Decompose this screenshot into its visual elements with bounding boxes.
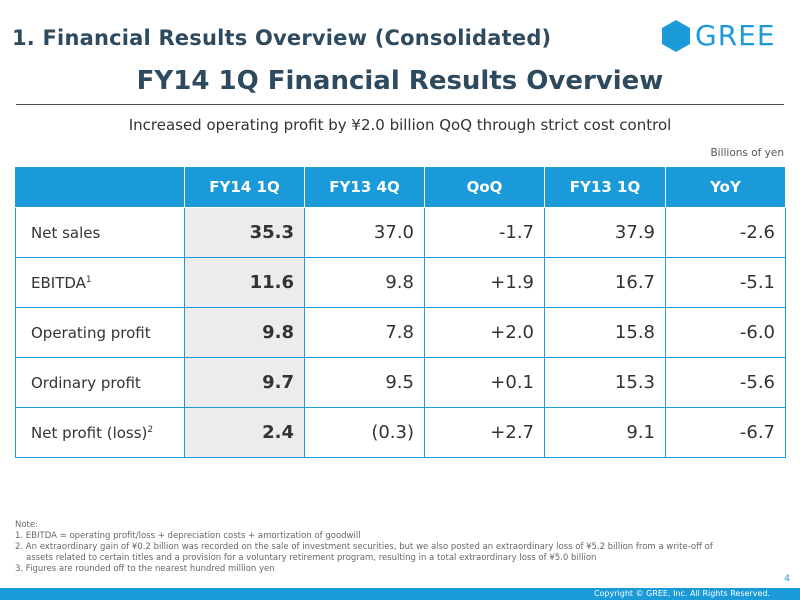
row-label-text: Net sales xyxy=(31,223,101,242)
page-title: FY14 1Q Financial Results Overview xyxy=(136,66,664,96)
cell-qoq: +2.0 xyxy=(424,307,545,358)
cell-fy14-1q: 9.8 xyxy=(184,307,305,358)
footer-bar: Copyright © GREE, Inc. All Rights Reserv… xyxy=(0,588,800,600)
gree-logo: GREE xyxy=(661,19,776,53)
row-label-text: Ordinary profit xyxy=(31,373,141,392)
row-label-text: EBITDA xyxy=(31,273,86,292)
cell-fy14-1q: 2.4 xyxy=(184,407,305,458)
column-header-fy13-4q: FY13 4Q xyxy=(304,166,425,208)
section-title: 1. Financial Results Overview (Consolida… xyxy=(12,26,552,50)
note-item: 1. EBITDA = operating profit/loss + depr… xyxy=(15,531,361,541)
cell-yoy: -2.6 xyxy=(665,207,786,258)
cell-qoq: +1.9 xyxy=(424,257,545,308)
cell-fy13-4q: 9.5 xyxy=(304,357,425,408)
notes-heading: Note: xyxy=(15,520,38,530)
cell-qoq: -1.7 xyxy=(424,207,545,258)
hexagon-logo-icon xyxy=(662,20,690,52)
cell-yoy: -5.1 xyxy=(665,257,786,308)
logo-text: GREE xyxy=(695,19,776,52)
cell-fy14-1q: 11.6 xyxy=(184,257,305,308)
column-header-fy13-1q: FY13 1Q xyxy=(544,166,666,208)
table-header-row: FY14 1Q FY13 4Q QoQ FY13 1Q YoY xyxy=(15,166,786,208)
column-header-fy14-1q: FY14 1Q xyxy=(184,166,305,208)
footnote-marker: 2 xyxy=(147,424,154,435)
table-row-operating-profit: Operating profit 9.8 7.8 +2.0 15.8 -6.0 xyxy=(15,307,786,358)
cell-fy13-1q: 15.8 xyxy=(544,307,666,358)
cell-yoy: -5.6 xyxy=(665,357,786,408)
cell-yoy: -6.7 xyxy=(665,407,786,458)
table-row-net-profit: Net profit (loss)2 2.4 (0.3) +2.7 9.1 -6… xyxy=(15,407,786,458)
column-header-blank xyxy=(15,166,185,208)
row-label: Operating profit xyxy=(15,307,185,358)
table-row-ordinary-profit: Ordinary profit 9.7 9.5 +0.1 15.3 -5.6 xyxy=(15,357,786,408)
table-row-ebitda: EBITDA1 11.6 9.8 +1.9 16.7 -5.1 xyxy=(15,257,786,308)
cell-fy13-1q: 37.9 xyxy=(544,207,666,258)
cell-fy13-4q: 9.8 xyxy=(304,257,425,308)
column-header-qoq: QoQ xyxy=(424,166,545,208)
subtitle: Increased operating profit by ¥2.0 billi… xyxy=(128,116,672,134)
row-label: Net profit (loss)2 xyxy=(15,407,185,458)
unit-label: Billions of yen xyxy=(710,147,784,159)
cell-fy13-4q: 7.8 xyxy=(304,307,425,358)
cell-fy13-4q: (0.3) xyxy=(304,407,425,458)
table-row-net-sales: Net sales 35.3 37.0 -1.7 37.9 -2.6 xyxy=(15,207,786,258)
note-item-continuation: assets related to certain titles and a p… xyxy=(26,553,597,563)
note-item: 2. An extraordinary gain of ¥0.2 billion… xyxy=(15,542,713,552)
footnote-marker: 1 xyxy=(85,274,92,285)
column-header-yoy: YoY xyxy=(665,166,786,208)
cell-qoq: +0.1 xyxy=(424,357,545,408)
cell-fy14-1q: 9.7 xyxy=(184,357,305,408)
note-item: 3. Figures are rounded off to the neares… xyxy=(15,564,275,574)
row-label-text: Operating profit xyxy=(31,323,151,342)
cell-yoy: -6.0 xyxy=(665,307,786,358)
footnotes: Note: 1. EBITDA = operating profit/loss … xyxy=(15,520,785,575)
cell-fy14-1q: 35.3 xyxy=(184,207,305,258)
row-label: Ordinary profit xyxy=(15,357,185,408)
cell-fy13-1q: 15.3 xyxy=(544,357,666,408)
row-label: EBITDA1 xyxy=(15,257,185,308)
row-label: Net sales xyxy=(15,207,185,258)
row-label-text: Net profit (loss) xyxy=(31,423,148,442)
cell-fy13-1q: 16.7 xyxy=(544,257,666,308)
page-number: 4 xyxy=(784,574,790,584)
financial-results-table: FY14 1Q FY13 4Q QoQ FY13 1Q YoY Net sale… xyxy=(15,166,786,458)
title-divider xyxy=(16,104,784,105)
cell-qoq: +2.7 xyxy=(424,407,545,458)
copyright-text: Copyright © GREE, Inc. All Rights Reserv… xyxy=(593,589,770,598)
cell-fy13-4q: 37.0 xyxy=(304,207,425,258)
cell-fy13-1q: 9.1 xyxy=(544,407,666,458)
